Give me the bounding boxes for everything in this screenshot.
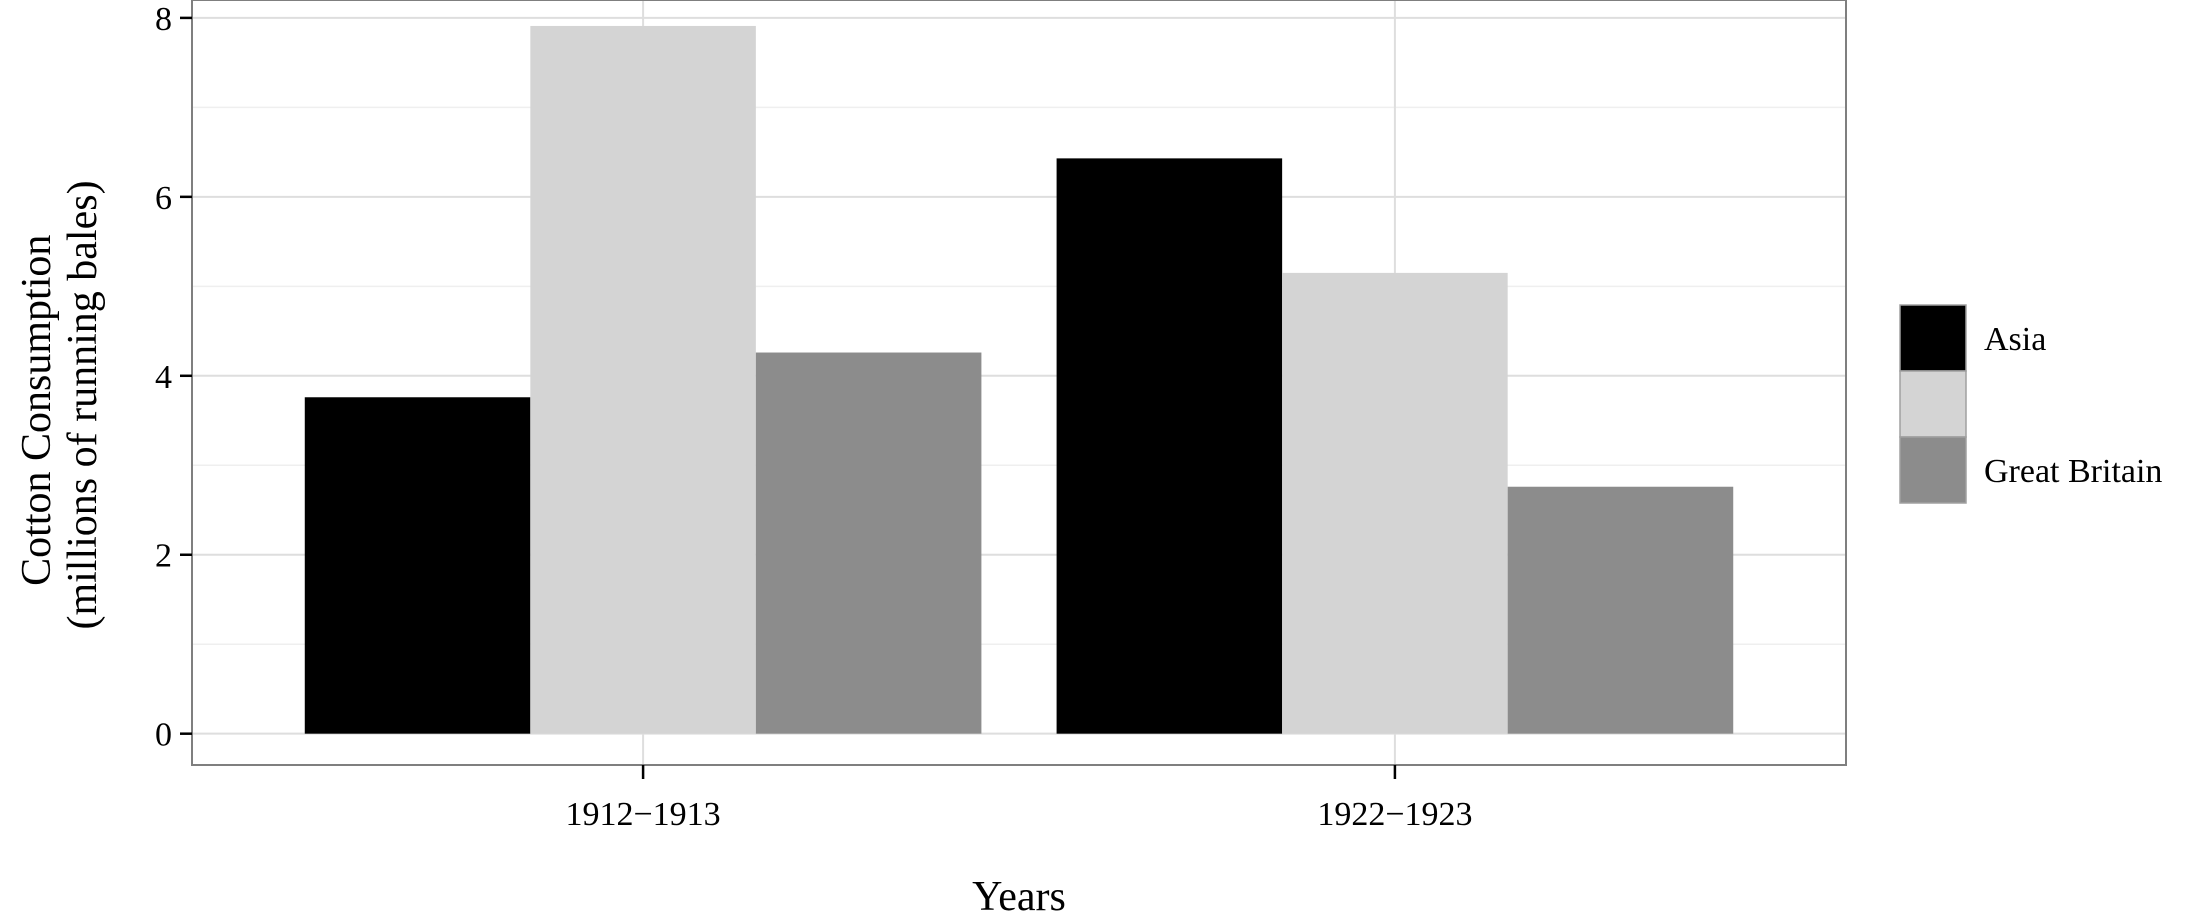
y-axis: 0 2 4 6 8 — [155, 1, 192, 754]
bar: Great Britain 1912−1913: 4.26 — [755, 352, 982, 734]
legend-label: Asia — [1984, 321, 2046, 358]
bar: Asia 1912−1913: 3.76 — [304, 397, 531, 734]
y-axis-title: Cotton Consumption (millions of running … — [14, 180, 106, 629]
y-tick-label: 4 — [155, 359, 172, 396]
legend-key — [1899, 436, 1967, 504]
legend-key — [1899, 304, 1967, 372]
bars: Asia 1912−1913: 3.76 Asia 1922−1923: 6.43… — [304, 25, 1734, 734]
legend-key — [1899, 370, 1967, 438]
y-tick-label: 2 — [155, 538, 172, 575]
y-axis-title-line-2: (millions of running bales) — [60, 180, 106, 629]
y-tick-label: 8 — [155, 1, 172, 38]
plot-panel-border — [191, 0, 1847, 766]
y-tick-label: 6 — [155, 180, 172, 217]
bar: Great Britain 1922−1923: 2.76 — [1507, 486, 1734, 734]
x-tick-label: 1912−1913 — [565, 796, 720, 833]
x-tick-label: 1922−1923 — [1317, 796, 1472, 833]
bar: 1922−1923: 5.15 — [1282, 272, 1508, 734]
legend-label: Great Britain — [1984, 453, 2162, 490]
y-axis-title-line-1: Cotton Consumption — [14, 235, 60, 586]
x-axis: 1912−1913 1922−1923 — [565, 765, 1473, 833]
bar: Asia 1922−1923: 6.43 — [1056, 158, 1283, 734]
bar: 1912−1913: 7.91 — [530, 25, 756, 734]
y-tick-label: 0 — [155, 717, 172, 754]
legend: Asia Great Britain — [1899, 304, 2162, 504]
x-axis-title: Years — [972, 874, 1066, 914]
